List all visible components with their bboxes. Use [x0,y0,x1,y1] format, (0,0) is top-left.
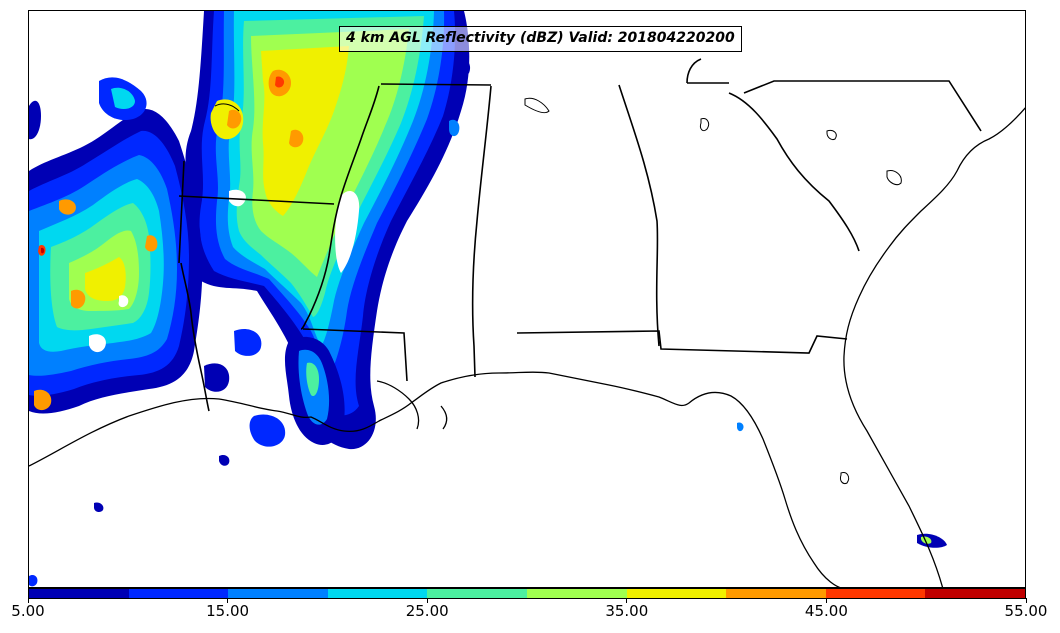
colorbar-tick [426,598,428,603]
colorbar-segment [29,589,129,598]
colorbar-segment [925,589,1025,598]
coastline [29,107,1025,587]
colorbar-tick [227,598,229,603]
map-title: 4 km AGL Reflectivity (dBZ) Valid: 20180… [339,26,742,52]
colorbar-segment [427,589,527,598]
colorbar-tick-label: 25.00 [405,602,449,620]
map-canvas [29,11,1025,587]
colorbar-tick-label: 15.00 [206,602,250,620]
colorbar-segment [825,589,926,598]
colorbar-tick [626,598,628,603]
colorbar-tick [1025,598,1027,603]
reflectivity-map: 4 km AGL Reflectivity (dBZ) Valid: 20180… [28,10,1026,588]
rivers [214,103,240,112]
colorbar-segment [726,589,826,598]
reflectivity-western-band [29,77,203,414]
colorbar-tick-label: 35.00 [605,602,649,620]
reflectivity-southern-cells [29,59,947,587]
colorbar-tick [825,598,827,603]
colorbar-segment [626,589,727,598]
colorbar-segment [327,589,428,598]
colorbar-segment [228,589,328,598]
lakes [524,97,902,484]
colorbar-segment [128,589,229,598]
state-boundaries [178,58,982,412]
colorbar-segment [526,589,627,598]
colorbar-tick [27,598,29,603]
colorbar-tick-label: 45.00 [804,602,848,620]
colorbar-tick-label: 5.00 [11,602,45,620]
colorbar [28,588,1026,599]
colorbar-tick-label: 55.00 [1004,602,1048,620]
